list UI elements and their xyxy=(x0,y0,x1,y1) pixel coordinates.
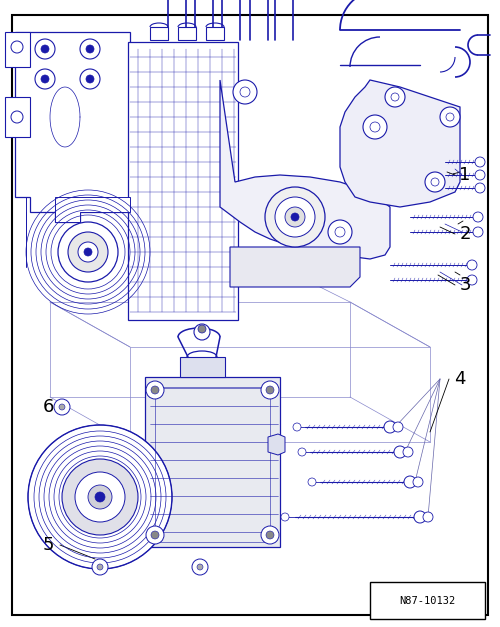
Circle shape xyxy=(265,187,325,247)
Circle shape xyxy=(473,227,483,237)
Polygon shape xyxy=(128,42,238,320)
Circle shape xyxy=(293,423,301,431)
Circle shape xyxy=(266,531,274,539)
Circle shape xyxy=(431,178,439,186)
Circle shape xyxy=(475,183,485,193)
Polygon shape xyxy=(5,97,30,137)
Circle shape xyxy=(425,172,445,192)
Polygon shape xyxy=(55,197,130,222)
Circle shape xyxy=(370,122,380,132)
Circle shape xyxy=(80,69,100,89)
Circle shape xyxy=(261,526,279,544)
Circle shape xyxy=(80,39,100,59)
Circle shape xyxy=(75,472,125,522)
Circle shape xyxy=(11,41,23,53)
Circle shape xyxy=(335,227,345,237)
Circle shape xyxy=(84,248,92,256)
Circle shape xyxy=(97,564,103,570)
Circle shape xyxy=(240,87,250,97)
Circle shape xyxy=(291,213,299,221)
Polygon shape xyxy=(15,32,130,222)
Bar xyxy=(145,377,280,547)
Text: 5: 5 xyxy=(42,536,54,554)
Polygon shape xyxy=(206,27,224,40)
Circle shape xyxy=(403,447,413,457)
Bar xyxy=(180,357,225,377)
Circle shape xyxy=(385,87,405,107)
Text: 1: 1 xyxy=(460,166,470,184)
Text: 4: 4 xyxy=(454,370,466,388)
Circle shape xyxy=(151,531,159,539)
Circle shape xyxy=(41,75,49,83)
Circle shape xyxy=(384,421,396,433)
Circle shape xyxy=(467,275,477,285)
Circle shape xyxy=(404,476,416,488)
Circle shape xyxy=(393,422,403,432)
Circle shape xyxy=(414,511,426,523)
Text: 6: 6 xyxy=(42,398,54,416)
Circle shape xyxy=(475,157,485,167)
Circle shape xyxy=(92,559,108,575)
Circle shape xyxy=(308,478,316,486)
Circle shape xyxy=(62,459,138,535)
Circle shape xyxy=(192,559,208,575)
Circle shape xyxy=(198,325,206,333)
Circle shape xyxy=(440,107,460,127)
Circle shape xyxy=(95,492,105,502)
Circle shape xyxy=(285,207,305,227)
Text: 3: 3 xyxy=(459,276,471,294)
Circle shape xyxy=(78,242,98,262)
Circle shape xyxy=(146,381,164,399)
Circle shape xyxy=(446,113,454,121)
Polygon shape xyxy=(150,27,168,40)
Circle shape xyxy=(473,212,483,222)
Circle shape xyxy=(261,381,279,399)
Circle shape xyxy=(467,260,477,270)
Circle shape xyxy=(281,513,289,521)
Circle shape xyxy=(86,75,94,83)
Circle shape xyxy=(28,425,172,569)
Circle shape xyxy=(59,404,65,410)
Circle shape xyxy=(233,80,257,104)
Bar xyxy=(370,582,485,619)
Circle shape xyxy=(86,45,94,53)
Circle shape xyxy=(413,477,423,487)
Circle shape xyxy=(11,111,23,123)
Circle shape xyxy=(151,386,159,394)
Circle shape xyxy=(394,446,406,458)
Bar xyxy=(155,387,270,542)
Circle shape xyxy=(363,115,387,139)
Circle shape xyxy=(475,170,485,180)
Circle shape xyxy=(423,512,433,522)
Circle shape xyxy=(194,324,210,340)
Polygon shape xyxy=(268,434,285,455)
Circle shape xyxy=(35,39,55,59)
Text: 2: 2 xyxy=(459,225,471,243)
Circle shape xyxy=(197,564,203,570)
Circle shape xyxy=(266,386,274,394)
Polygon shape xyxy=(340,80,460,207)
Polygon shape xyxy=(178,27,196,40)
Circle shape xyxy=(35,69,55,89)
Polygon shape xyxy=(220,80,390,259)
Circle shape xyxy=(41,45,49,53)
Circle shape xyxy=(298,448,306,456)
Circle shape xyxy=(275,197,315,237)
Circle shape xyxy=(328,220,352,244)
Polygon shape xyxy=(5,32,30,67)
Circle shape xyxy=(146,526,164,544)
Circle shape xyxy=(88,485,112,509)
Circle shape xyxy=(68,232,108,272)
Circle shape xyxy=(54,399,70,415)
Circle shape xyxy=(391,93,399,101)
Text: N87-10132: N87-10132 xyxy=(400,596,456,606)
Polygon shape xyxy=(230,247,360,287)
Circle shape xyxy=(58,222,118,282)
